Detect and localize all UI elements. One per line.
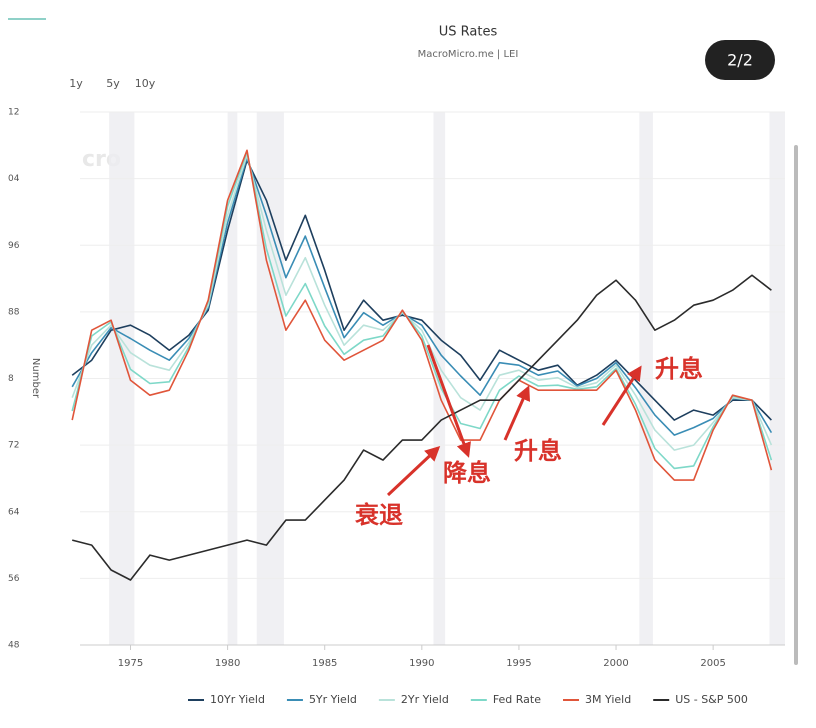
legend-label[interactable]: 3M Yield xyxy=(585,693,631,706)
y-tick-label: 12 xyxy=(8,108,19,118)
x-tick-label: 1980 xyxy=(215,658,240,669)
tab-underline xyxy=(8,18,46,20)
arrow xyxy=(386,445,441,497)
range-button[interactable]: 1y xyxy=(69,77,83,90)
x-tick-label: 1995 xyxy=(506,658,531,669)
legend-label[interactable]: 10Yr Yield xyxy=(210,693,265,706)
legend-label[interactable]: US - S&P 500 xyxy=(675,693,748,706)
arrow xyxy=(601,365,642,426)
series-line xyxy=(72,274,772,581)
legend-label[interactable]: Fed Rate xyxy=(493,693,541,706)
y-tick-label: 56 xyxy=(8,574,20,584)
y-tick-label: 72 xyxy=(8,441,19,451)
range-button[interactable]: 10y xyxy=(135,77,156,90)
annotation: 降息 xyxy=(443,459,491,487)
chart-title: US Rates xyxy=(439,25,498,40)
y-tick-label: 88 xyxy=(8,307,20,317)
y-tick-label: 64 xyxy=(8,507,20,517)
series-line xyxy=(71,159,772,421)
series-line xyxy=(71,154,773,451)
series-line xyxy=(71,151,773,470)
range-button[interactable]: 5y xyxy=(106,77,120,90)
annotation: 升息 xyxy=(655,355,703,383)
annotation: 衰退 xyxy=(354,501,403,529)
series-line xyxy=(71,157,773,436)
series-line xyxy=(71,149,773,481)
annotations: 衰退 降息 升息 升息 xyxy=(354,344,703,529)
x-tick-label: 2000 xyxy=(603,658,628,669)
x-tick-label: 1990 xyxy=(409,658,434,669)
x-tick-label: 2005 xyxy=(700,658,725,669)
page-badge-text: 2/2 xyxy=(727,51,753,70)
arrow xyxy=(426,344,471,458)
y-tick-label: 96 xyxy=(8,241,20,251)
page-badge[interactable] xyxy=(705,40,775,80)
y-axis-label: Number xyxy=(30,358,41,399)
legend-label[interactable]: 2Yr Yield xyxy=(401,693,449,706)
y-tick-label: 8 xyxy=(8,374,14,384)
chart-subtitle: MacroMicro.me | LEI xyxy=(418,49,519,60)
x-tick-label: 1985 xyxy=(312,658,337,669)
x-tick-label: 1975 xyxy=(118,658,143,669)
annotation: 升息 xyxy=(514,437,562,465)
y-tick-label: 48 xyxy=(8,641,20,651)
arrow xyxy=(503,385,531,441)
y-tick-label: 04 xyxy=(8,174,20,184)
legend-label[interactable]: 5Yr Yield xyxy=(309,693,357,706)
scrollbar[interactable] xyxy=(794,145,798,665)
